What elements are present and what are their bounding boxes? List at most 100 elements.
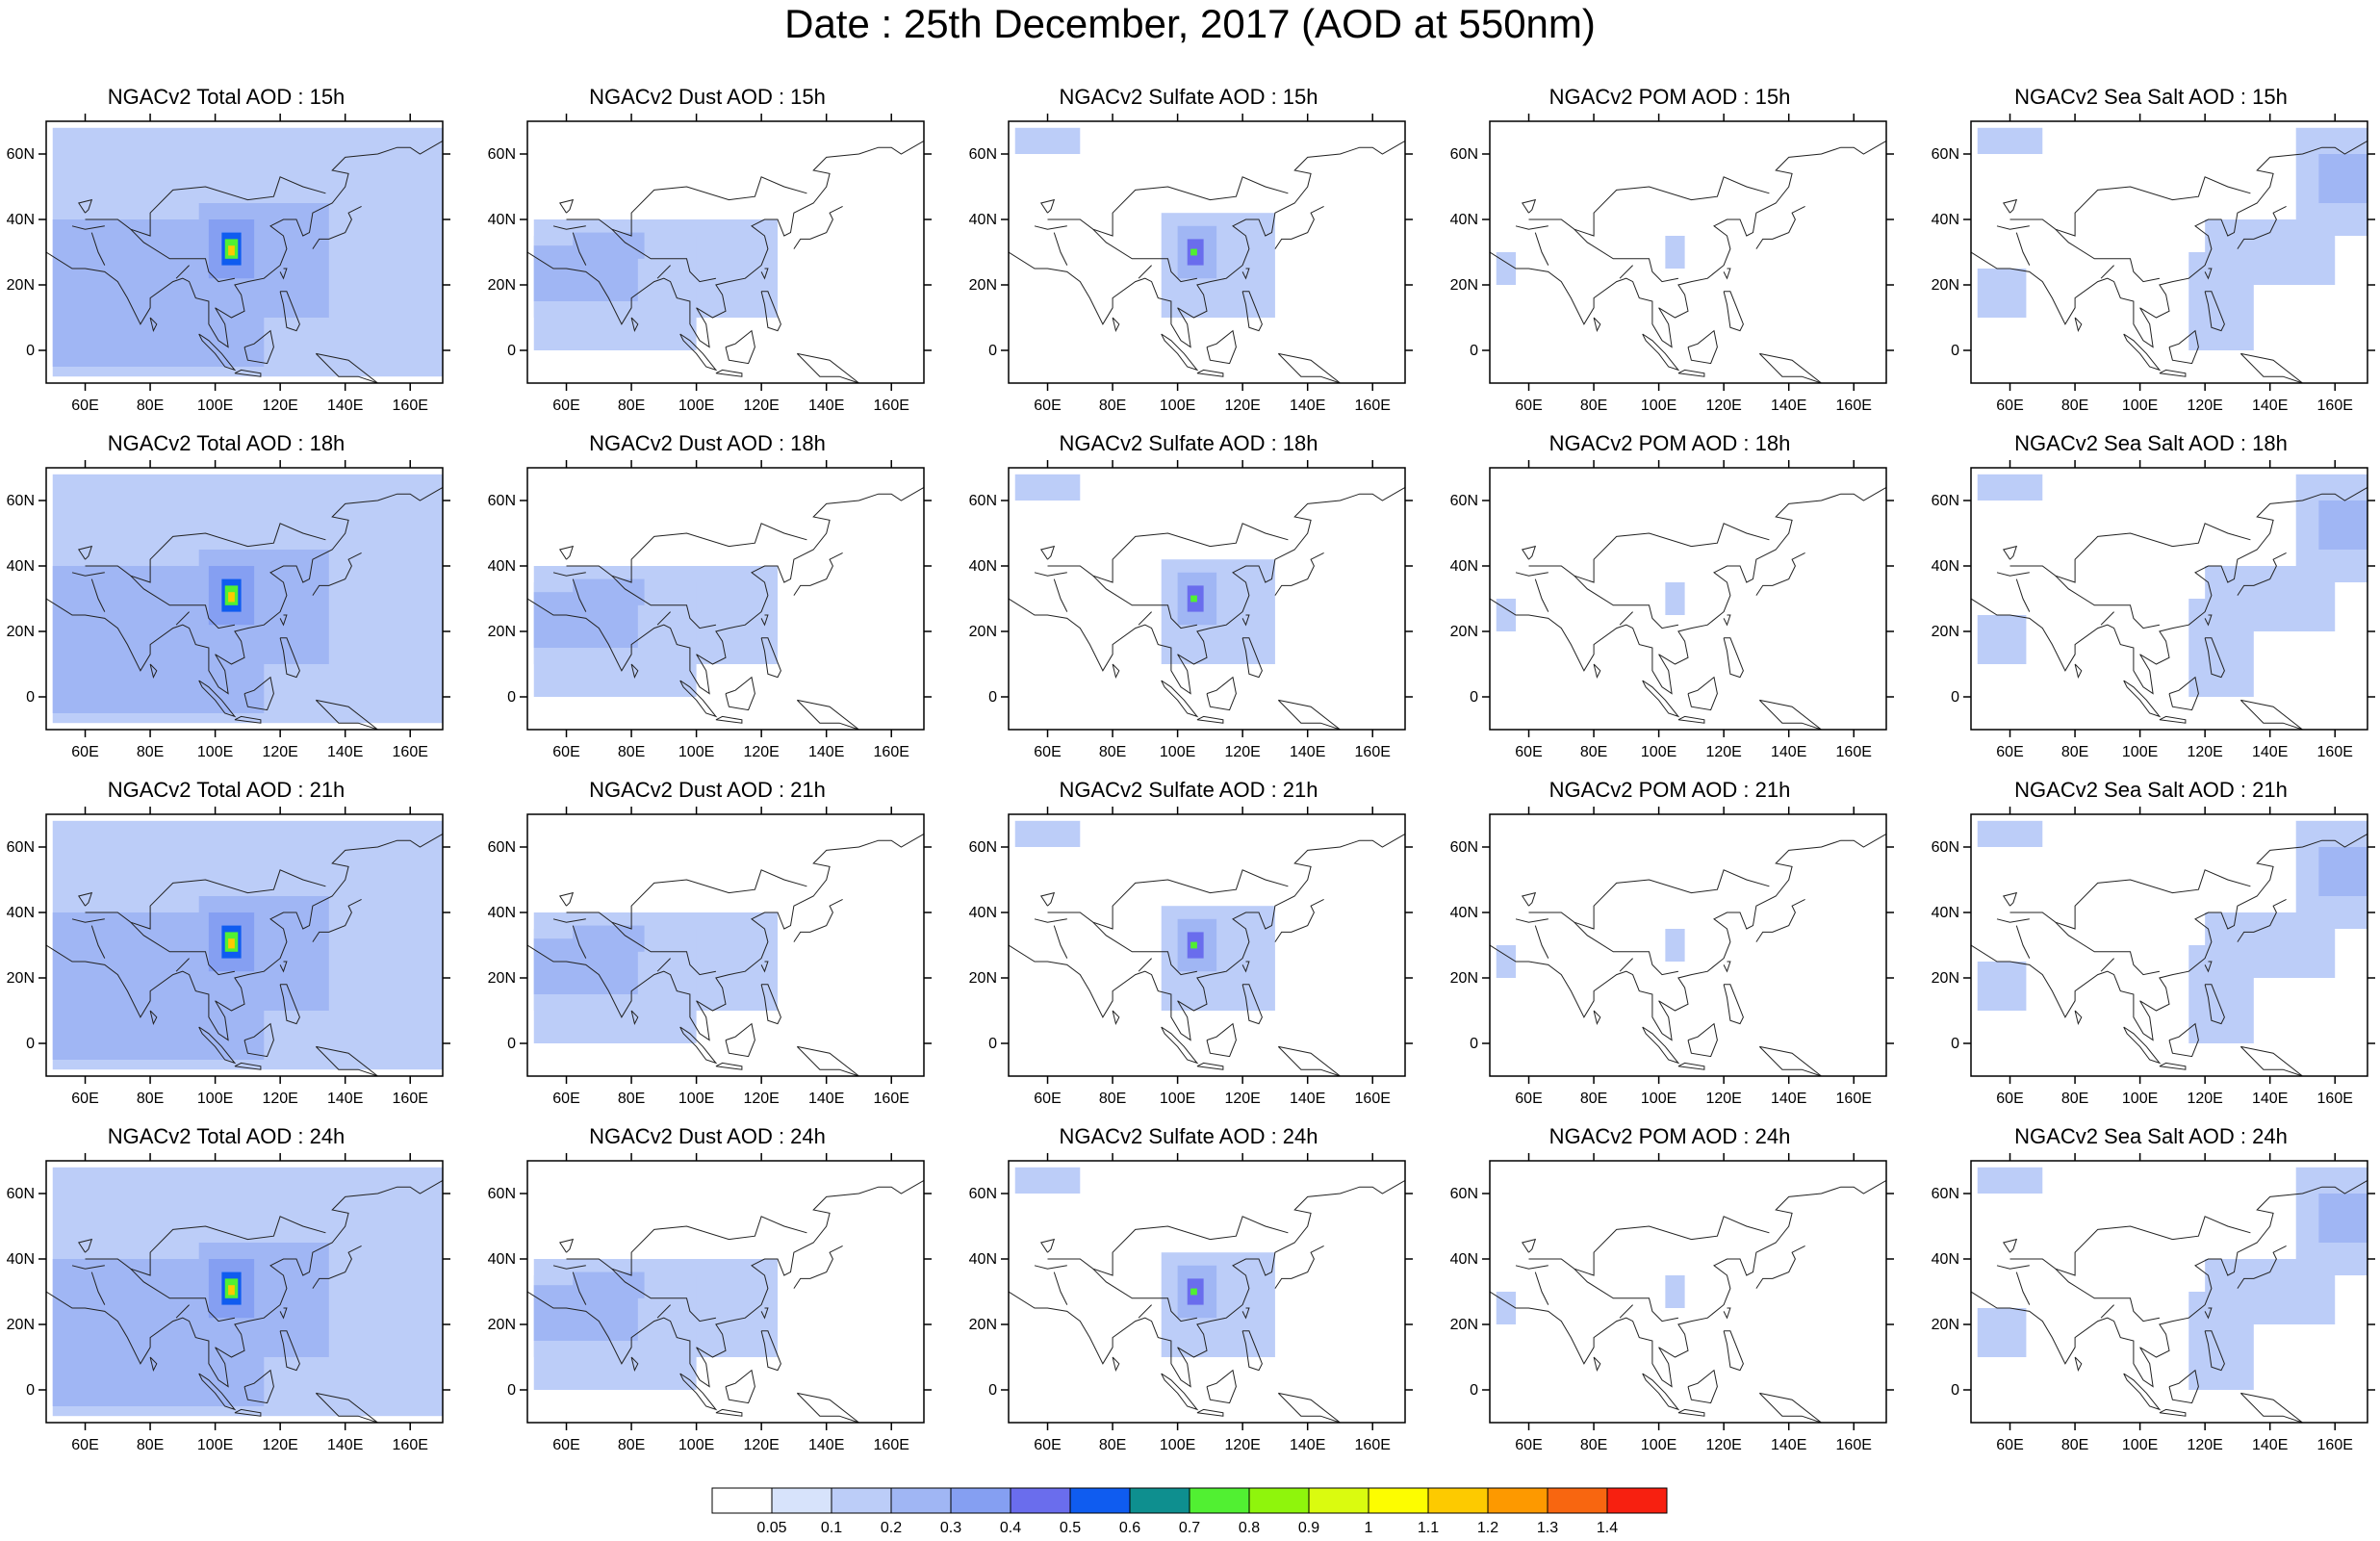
coastline — [760, 614, 769, 627]
coastline — [234, 369, 262, 377]
lon-tick-label: 160E — [1836, 398, 1872, 414]
map-panel: NGACv2 Sulfate AOD : 24h 60E 80E 100E 120E 14… — [962, 1124, 1415, 1455]
coastline — [558, 545, 575, 560]
colorbar-swatch — [1129, 1487, 1190, 1514]
coastline — [312, 898, 362, 942]
map-frame — [45, 813, 444, 1077]
colorbar-swatch — [1189, 1487, 1250, 1514]
coastline — [1009, 140, 1405, 348]
lon-tick-label: 140E — [2252, 1437, 2288, 1453]
map-plot: 60E 80E 100E 120E 140E 160E 0 20N 40N 60N — [969, 807, 1413, 1107]
lon-tick-label: 140E — [327, 744, 363, 760]
lat-tick-label: 0 — [26, 689, 35, 706]
country-border — [2009, 176, 2251, 237]
lat-tick-label: 60N — [488, 146, 516, 163]
coastline — [279, 291, 300, 332]
lon-tick-label: 80E — [618, 1091, 645, 1107]
lon-tick-label: 160E — [874, 1091, 909, 1107]
lon-tick-label: 100E — [1160, 744, 1195, 760]
country-border — [1619, 265, 1633, 279]
coastline — [527, 833, 924, 1041]
lon-tick-label: 120E — [1705, 1091, 1741, 1107]
coastline — [243, 676, 274, 711]
panel-title: NGACv2 Sulfate AOD : 18h — [1059, 431, 1318, 455]
lon-tick-label: 120E — [1224, 744, 1260, 760]
aod-region — [1190, 941, 1197, 949]
country-border — [566, 869, 807, 930]
lon-tick-label: 100E — [2122, 744, 2158, 760]
coastline — [1039, 1238, 1056, 1253]
lon-tick-label: 140E — [327, 1091, 363, 1107]
country-border — [1996, 572, 2030, 577]
lon-tick-label: 100E — [197, 744, 233, 760]
country-border — [1515, 225, 1548, 230]
lon-tick-label: 120E — [743, 1437, 779, 1453]
map-frame — [1970, 467, 2368, 731]
coastline — [2002, 545, 2018, 560]
map-plot: 60E 80E 100E 120E 140E 160E 0 20N 40N 60N — [1932, 460, 2375, 760]
lon-tick-label: 160E — [874, 744, 909, 760]
coastline — [715, 1408, 743, 1417]
lon-tick-label: 80E — [137, 1437, 164, 1453]
lon-tick-label: 80E — [2061, 744, 2088, 760]
lon-tick-label: 140E — [1771, 1091, 1806, 1107]
coastline — [1971, 833, 2367, 1041]
country-border — [130, 921, 235, 976]
panel-title: NGACv2 POM AOD : 24h — [1548, 1124, 1791, 1148]
coastline — [1677, 1062, 1705, 1070]
lat-tick-label: 60N — [1932, 493, 1959, 509]
aod-region — [573, 578, 645, 605]
lat-tick-label: 60N — [488, 1186, 516, 1202]
colorbar-swatch — [711, 1487, 773, 1514]
panel-title: NGACv2 Sulfate AOD : 15h — [1059, 85, 1318, 109]
country-border — [611, 575, 716, 629]
coastline — [527, 486, 924, 695]
lat-tick-label: 0 — [507, 689, 516, 706]
coastline — [1112, 1356, 1120, 1373]
country-border — [1138, 958, 1152, 972]
map-frame — [1970, 120, 2368, 384]
lon-tick-label: 60E — [1996, 1091, 2023, 1107]
lon-tick-label: 80E — [618, 1437, 645, 1453]
country-border — [1034, 572, 1067, 577]
country-border — [1138, 1304, 1152, 1319]
country-border — [566, 523, 807, 583]
coastline — [1039, 198, 1056, 214]
panel-title: NGACv2 Total AOD : 24h — [107, 1124, 345, 1148]
country-border — [1053, 1271, 1068, 1305]
map-panel: NGACv2 Dust AOD : 24h 60E 80E 100E 120E 140E 1… — [481, 1124, 934, 1455]
coastline — [1971, 140, 2367, 348]
colorbar-label: 1.3 — [1537, 1520, 1558, 1536]
lon-tick-label: 160E — [1355, 398, 1391, 414]
coastline — [630, 1010, 639, 1026]
coastline — [1677, 1408, 1705, 1417]
country-border — [90, 578, 106, 612]
country-border — [572, 232, 587, 266]
lon-tick-label: 60E — [552, 1437, 579, 1453]
coastline — [630, 1356, 639, 1373]
map-panel: NGACv2 Sea Salt AOD : 24h 60E 80E 100E 120E 1… — [1925, 1124, 2377, 1455]
lon-tick-label: 140E — [2252, 398, 2288, 414]
country-border — [2055, 1268, 2160, 1323]
lat-tick-label: 0 — [26, 1036, 35, 1052]
lat-tick-label: 0 — [507, 1036, 516, 1052]
coastline — [1112, 663, 1120, 680]
country-border — [2055, 575, 2160, 629]
colorbar-swatch — [771, 1487, 832, 1514]
coastline — [679, 1026, 718, 1065]
lat-tick-label: 0 — [1470, 1382, 1478, 1399]
map-panel: NGACv2 Dust AOD : 15h 60E 80E 100E 120E 140E 1… — [481, 85, 934, 416]
lon-tick-label: 100E — [678, 744, 714, 760]
country-border — [552, 572, 586, 577]
coastline — [760, 984, 781, 1025]
lon-tick-label: 100E — [2122, 398, 2158, 414]
country-border — [130, 1268, 235, 1323]
coastline — [630, 317, 639, 333]
coastline — [1971, 486, 2367, 695]
lat-tick-label: 0 — [507, 343, 516, 359]
country-border — [1528, 176, 1770, 237]
panel-title: NGACv2 Sulfate AOD : 24h — [1059, 1124, 1318, 1148]
lon-tick-label: 60E — [1515, 398, 1542, 414]
lon-tick-label: 140E — [1771, 744, 1806, 760]
colorbar-label: 0.9 — [1298, 1520, 1319, 1536]
